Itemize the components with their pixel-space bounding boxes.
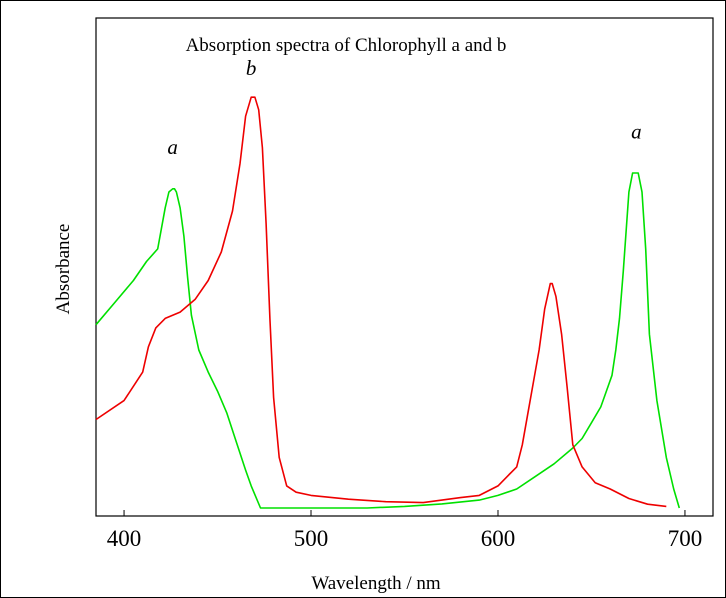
peak-label-a: a: [631, 119, 642, 143]
x-axis-ticks: 400 500 600 700: [107, 510, 702, 551]
peak-label-a: a: [167, 135, 178, 159]
x-tick-label: 500: [294, 526, 329, 551]
x-axis-label: Wavelength / nm: [311, 573, 441, 594]
x-tick-label: 400: [107, 526, 142, 551]
x-tick-label: 700: [668, 526, 703, 551]
series-line-chlorophyll-a: [95, 172, 681, 509]
annotation-layer: a b a: [167, 56, 641, 159]
y-axis-label: Absorbance: [53, 224, 74, 315]
chart-title: Absorption spectra of Chlorophyll a and …: [186, 35, 507, 56]
x-tick-label: 600: [481, 526, 516, 551]
series-line-chlorophyll-b: [95, 96, 667, 508]
series-layer: [95, 96, 681, 509]
plot-frame: [95, 17, 714, 517]
peak-label-b: b: [246, 56, 257, 80]
